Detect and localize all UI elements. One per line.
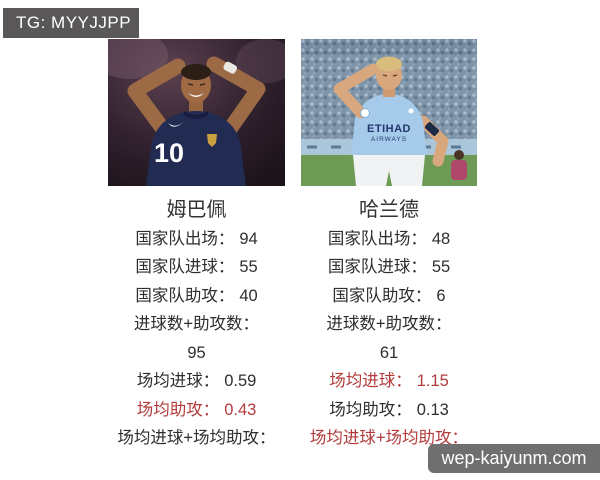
stat-label: 场均助攻： [136,400,220,419]
stat-row: 场均助攻： 0.43 [108,396,285,425]
stat-row: 国家队助攻： 40 [108,282,285,311]
stat-label: 国家队进球： [135,258,235,276]
background-player [451,150,467,180]
stat-label: 国家队出场： [135,229,235,248]
stat-row: 国家队助攻： 6 [301,282,477,311]
jersey-collar [184,111,208,119]
mbappe-smile [188,93,204,97]
stat-value: 95 [187,343,206,362]
player-column-mbappe: 10 姆巴佩 国家队出场： 94 国家队进球： 55 国家队助攻： 40 进球数+助攻… [108,39,285,446]
stat-row-clipped: 场均进球+场均助攻： [301,424,477,446]
stat-row: 国家队出场： 48 [301,225,477,254]
stat-value: 6 [436,286,446,305]
jersey-number: 10 [154,138,184,168]
player-name: 哈兰德 [359,199,419,221]
mbappe-hair [181,64,211,80]
stat-label: 场均进球+场均助攻： [309,429,469,446]
haaland-figure: ETIHAD AIRWAYS [333,56,449,186]
stat-row: 国家队进球： 55 [301,253,477,282]
site-watermark-text: wep-kaiyunm.com [441,448,587,468]
stat-value: 55 [431,258,451,276]
stat-label: 场均进球+场均助攻： [117,429,276,446]
stat-value-row: 95 [108,339,285,368]
mbappe-arms [127,56,266,137]
stat-row: 国家队出场： 94 [108,225,285,254]
france-crest [207,134,217,147]
stat-value: 0.13 [416,400,449,419]
stat-label: 国家队出场： [327,229,427,248]
player-column-haaland: ETIHAD AIRWAYS 哈兰德 国家队出场： 48 国家队进球： 55 国家队… [301,39,477,446]
stat-row: 场均进球： 0.59 [108,367,285,396]
sponsor-text-airways: AIRWAYS [371,136,407,143]
stat-value: 48 [431,229,451,248]
stat-value: 0.59 [224,372,257,390]
stat-row: 进球数+助攻数： [108,310,285,339]
stat-label: 场均进球： [329,372,412,390]
background-light [236,39,285,83]
white-wristband [223,61,238,74]
stat-value: 94 [239,229,258,248]
haaland-blond-hair [376,56,402,72]
stat-value: 0.43 [224,400,257,419]
stat-value: 55 [239,258,258,276]
haaland-photo: ETIHAD AIRWAYS [301,39,477,186]
stat-row: 国家队进球： 55 [108,253,285,282]
stat-label: 国家队进球： [327,258,427,276]
stat-label: 国家队助攻： [332,286,432,305]
telegram-channel-badge: TG: MYYJJPP [3,8,139,38]
stat-label: 进球数+助攻数： [326,315,452,333]
armband [424,122,440,136]
stat-row: 场均助攻： 0.13 [301,396,477,425]
mbappe-photo: 10 [108,39,285,186]
stat-label: 国家队助攻： [135,286,235,305]
haaland-shorts [353,155,425,186]
stat-value: 1.15 [416,372,449,390]
stat-value: 61 [379,343,399,362]
haaland-jersey [351,94,427,155]
background-light [108,39,168,79]
telegram-channel-text: TG: MYYJJPP [16,13,132,32]
puma-logo [408,108,414,114]
site-watermark: wep-kaiyunm.com [428,444,600,473]
stat-value: 40 [239,286,258,305]
stat-value-row: 61 [301,339,477,368]
stat-row: 场均进球： 1.15 [301,367,477,396]
stat-label: 场均助攻： [329,400,412,419]
stat-label: 进球数+助攻数： [133,315,260,333]
mbappe-jersey [146,111,246,186]
player-name: 姆巴佩 [166,199,227,221]
city-crest [360,108,370,118]
stat-row-clipped: 场均进球+场均助攻： [108,424,285,446]
stat-label: 场均进球： [136,372,220,390]
haaland-eyes [382,74,398,77]
mbappe-eyes [187,83,206,86]
stat-row: 进球数+助攻数： [301,310,477,339]
sponsor-text-etihad: ETIHAD [367,123,411,135]
shorts-split [386,171,392,186]
